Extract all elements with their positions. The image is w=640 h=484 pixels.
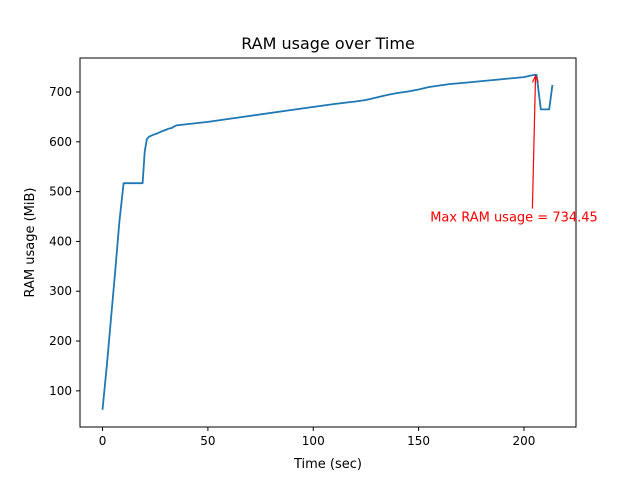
y-tick-label: 100 (49, 384, 72, 398)
ram-usage-line (101, 74, 554, 410)
max-annotation-arrow (531, 76, 535, 209)
x-tick-label: 100 (302, 434, 325, 448)
y-tick-label: 600 (49, 135, 72, 149)
y-tick-label: 400 (49, 234, 72, 248)
y-tick-label: 500 (49, 185, 72, 199)
x-tick-label: 50 (200, 434, 215, 448)
y-axis: 100 200 300 400 500 600 700 (49, 85, 80, 398)
x-axis: 0 50 100 150 200 (99, 427, 536, 448)
x-tick-label: 0 (99, 434, 107, 448)
y-tick-label: 700 (49, 85, 72, 99)
y-tick-label: 200 (49, 334, 72, 348)
chart-title: RAM usage over Time (241, 34, 415, 53)
x-tick-label: 150 (407, 434, 430, 448)
x-axis-label: Time (sec) (293, 457, 362, 472)
x-tick-label: 200 (513, 434, 536, 448)
max-annotation-text: Max RAM usage = 734.45 (430, 211, 598, 226)
y-tick-label: 300 (49, 284, 72, 298)
y-axis-label: RAM usage (MiB) (23, 188, 38, 298)
plot-area (79, 57, 577, 428)
